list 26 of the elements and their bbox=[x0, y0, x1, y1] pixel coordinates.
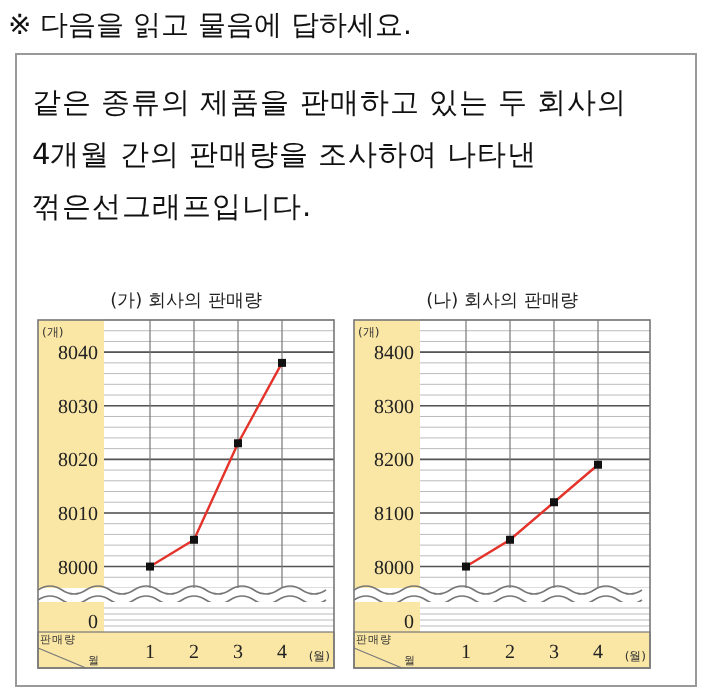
y-tick-label: 8300 bbox=[374, 396, 414, 419]
x-tick-label: 3 bbox=[233, 642, 243, 664]
text: 4개월 간의 판매량을 조사하여 나타낸 bbox=[32, 140, 538, 172]
text: ※ 다음을 읽고 물음에 답하세요. bbox=[8, 10, 412, 42]
y-tick-label: 8000 bbox=[374, 557, 414, 580]
y-tick-label: 8400 bbox=[374, 343, 414, 366]
text: 0 bbox=[88, 612, 98, 634]
x-tick-label: 2 bbox=[189, 642, 199, 664]
chart-title: (가) 회사의 판매량 bbox=[110, 292, 262, 312]
chart-title: (나) 회사의 판매량 bbox=[426, 292, 578, 312]
y-tick-label: 8100 bbox=[374, 503, 414, 526]
y-tick-label: 8010 bbox=[58, 503, 98, 526]
x-tick-label: 2 bbox=[505, 642, 515, 664]
y-tick-label: 8030 bbox=[58, 396, 98, 419]
y-tick-label: 8020 bbox=[58, 450, 98, 473]
x-tick-label: 1 bbox=[145, 642, 155, 664]
y-tick-label: 8040 bbox=[58, 343, 98, 366]
text: 꺾은선그래프입니다. bbox=[32, 192, 312, 224]
y-tick-label: 8200 bbox=[374, 450, 414, 473]
x-tick-label: 4 bbox=[277, 642, 287, 664]
x-tick-label: 1 bbox=[461, 642, 471, 664]
text: 같은 종류의 제품을 판매하고 있는 두 회사의 bbox=[32, 88, 628, 120]
x-tick-label: 4 bbox=[593, 642, 603, 664]
x-tick-label: 3 bbox=[549, 642, 559, 664]
text: 0 bbox=[404, 612, 414, 634]
y-tick-label: 8000 bbox=[58, 557, 98, 580]
